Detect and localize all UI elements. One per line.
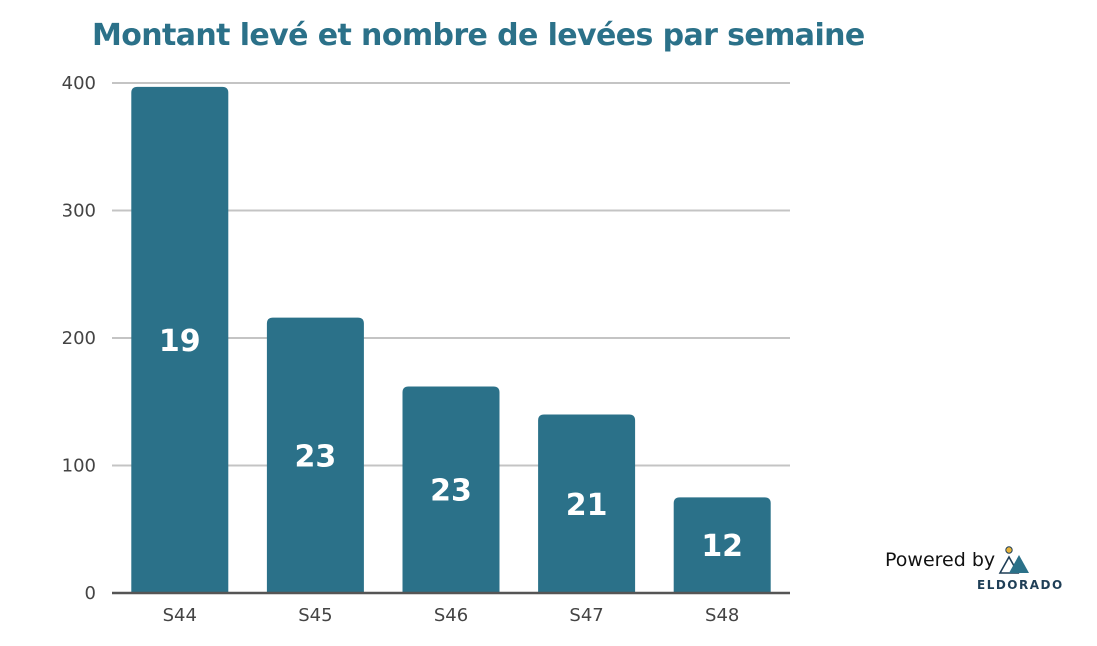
bar-data-label: 21 — [566, 488, 608, 523]
bar-data-label: 23 — [295, 439, 337, 474]
x-tick-label: S46 — [434, 605, 468, 626]
y-tick-label: 200 — [62, 328, 96, 349]
y-tick-label: 300 — [62, 201, 96, 222]
bar-s48[interactable] — [673, 497, 771, 593]
chart-title: Montant levé et nombre de levées par sem… — [92, 18, 865, 53]
brand-name: ELDORADO — [977, 578, 1064, 592]
y-tick-label: 0 — [85, 583, 96, 604]
powered-by-text: Powered by — [885, 549, 996, 571]
bar-s46[interactable] — [402, 386, 500, 593]
bar-s47[interactable] — [538, 414, 636, 594]
x-tick-label: S45 — [298, 605, 332, 626]
bar-data-label: 12 — [701, 529, 743, 564]
y-tick-label: 100 — [62, 456, 96, 477]
bar-data-label: 23 — [430, 474, 472, 509]
y-tick-label: 400 — [62, 73, 96, 94]
y-axis-ticks: 0 100 200 300 400 — [62, 73, 96, 604]
x-axis-ticks: S44 S45 S46 S47 S48 — [163, 605, 740, 626]
bar-s44[interactable] — [131, 86, 229, 593]
powered-by-badge[interactable]: Powered by ELDORADO — [885, 545, 1062, 595]
bar-data-label: 19 — [159, 324, 201, 359]
x-tick-label: S47 — [569, 605, 603, 626]
bars: 19 23 23 21 12 — [112, 86, 790, 595]
mountain-sun-logo-icon — [998, 546, 1029, 574]
x-tick-label: S44 — [163, 605, 197, 626]
x-tick-label: S48 — [705, 605, 739, 626]
bar-s45[interactable] — [266, 317, 364, 593]
